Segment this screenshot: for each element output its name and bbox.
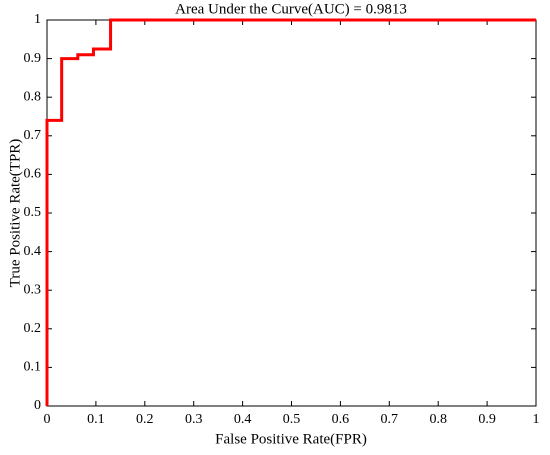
x-tick-label: 0.9: [478, 412, 496, 427]
y-tick-label: 0.6: [24, 167, 42, 182]
y-tick-label: 0.1: [24, 360, 42, 375]
y-tick-label: 0.2: [24, 321, 42, 336]
x-tick-label: 0: [44, 412, 51, 427]
y-tick-label: 0.4: [24, 244, 42, 259]
x-tick-label: 0.4: [234, 412, 252, 427]
x-tick-label: 0.8: [429, 412, 447, 427]
y-tick-label: 0.5: [24, 205, 42, 220]
roc-line: [45, 18, 536, 406]
x-tick-label: 0.1: [87, 412, 105, 427]
y-tick-label: 0.9: [24, 51, 42, 66]
x-tick-label: 0.3: [185, 412, 203, 427]
y-tick-label: 1: [34, 12, 41, 27]
y-tick-label: 0.3: [24, 282, 42, 297]
x-tick-label: 0.5: [283, 412, 301, 427]
x-tick-label: 0.2: [136, 412, 154, 427]
y-axis-label: True Positive Rate(TPR): [7, 139, 23, 288]
y-tick-label: 0: [34, 398, 41, 413]
x-axis-label: False Positive Rate(FPR): [215, 431, 367, 447]
chart-title: Area Under the Curve(AUC) = 0.9813: [175, 1, 407, 17]
x-tick-label: 0.7: [381, 412, 399, 427]
x-tick-label: 0.6: [332, 412, 350, 427]
y-tick-label: 0.8: [24, 89, 42, 104]
y-tick-label: 0.7: [24, 128, 42, 143]
x-tick-label: 1: [533, 412, 540, 427]
